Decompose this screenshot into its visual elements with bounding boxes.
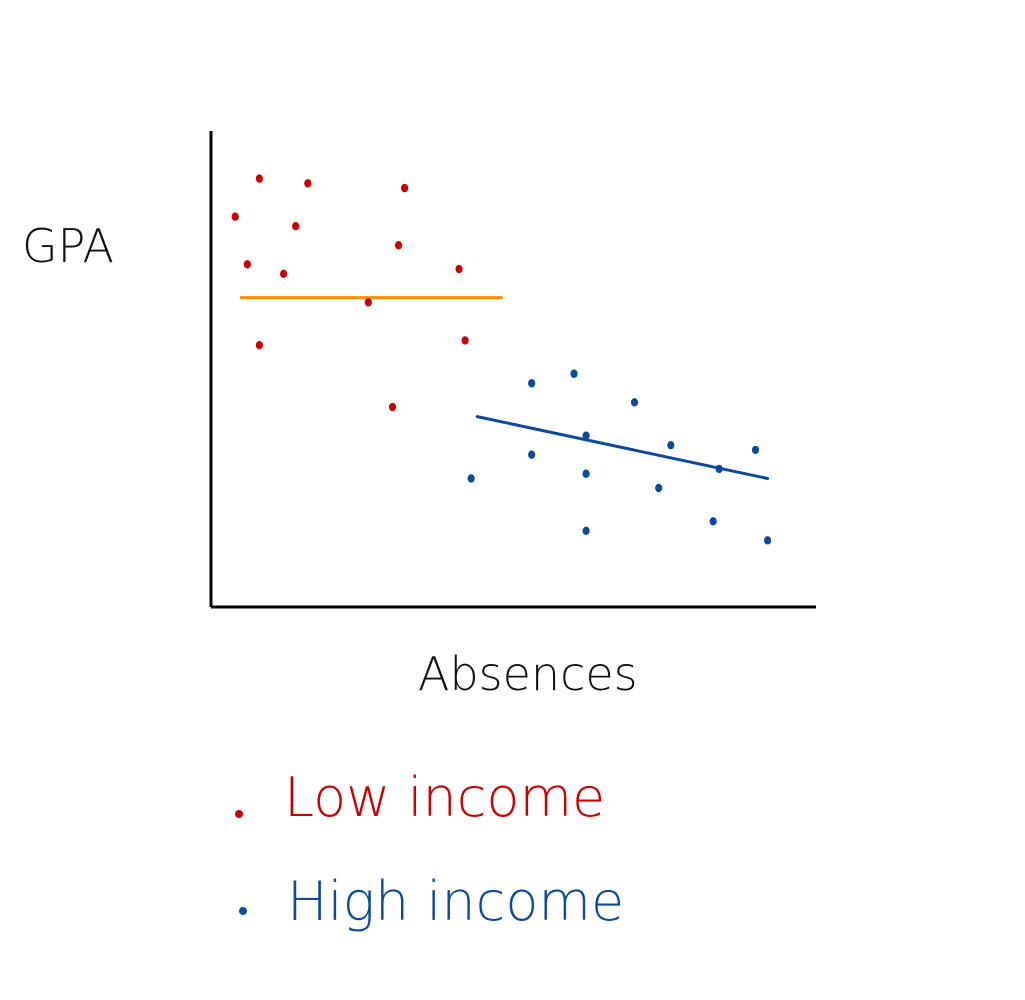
data-point-low-income-11 xyxy=(455,264,463,274)
legend-label-high-income: High income xyxy=(287,870,624,933)
data-point-high-income-4 xyxy=(582,431,590,440)
data-point-high-income-1 xyxy=(528,379,536,388)
data-point-low-income-7 xyxy=(364,298,372,307)
data-point-high-income-10 xyxy=(709,517,717,526)
x-axis-label: Absences xyxy=(418,647,638,701)
data-point-high-income-5 xyxy=(582,469,590,478)
legend-marker-low-income xyxy=(235,810,243,818)
data-point-high-income-7 xyxy=(630,398,639,407)
data-point-high-income-13 xyxy=(764,536,772,545)
chart-axes xyxy=(209,131,816,609)
data-point-low-income-4 xyxy=(280,269,288,278)
data-point-low-income-12 xyxy=(461,336,469,345)
data-point-low-income-9 xyxy=(394,241,403,250)
data-point-high-income-8 xyxy=(655,483,663,493)
data-point-high-income-0 xyxy=(467,474,475,483)
data-point-low-income-5 xyxy=(292,222,300,231)
data-point-high-income-6 xyxy=(582,526,590,536)
data-points xyxy=(231,174,772,545)
trend-line-high-income xyxy=(475,415,770,480)
trend-lines xyxy=(239,296,770,480)
data-point-high-income-11 xyxy=(715,464,723,474)
data-point-high-income-9 xyxy=(667,440,675,450)
data-point-high-income-2 xyxy=(528,450,536,459)
data-point-high-income-3 xyxy=(570,369,578,378)
data-point-low-income-3 xyxy=(255,341,263,350)
data-point-low-income-8 xyxy=(388,402,397,412)
legend-label-low-income: Low income xyxy=(284,766,605,829)
data-point-high-income-12 xyxy=(751,445,760,455)
data-point-low-income-10 xyxy=(401,183,409,193)
legend-marker-high-income xyxy=(239,907,247,915)
data-point-low-income-2 xyxy=(243,260,251,269)
data-point-low-income-6 xyxy=(304,179,312,188)
data-point-low-income-1 xyxy=(255,174,263,183)
legend: Low income High income xyxy=(235,766,624,933)
y-axis-label: GPA xyxy=(22,219,114,273)
data-point-low-income-0 xyxy=(231,212,239,221)
